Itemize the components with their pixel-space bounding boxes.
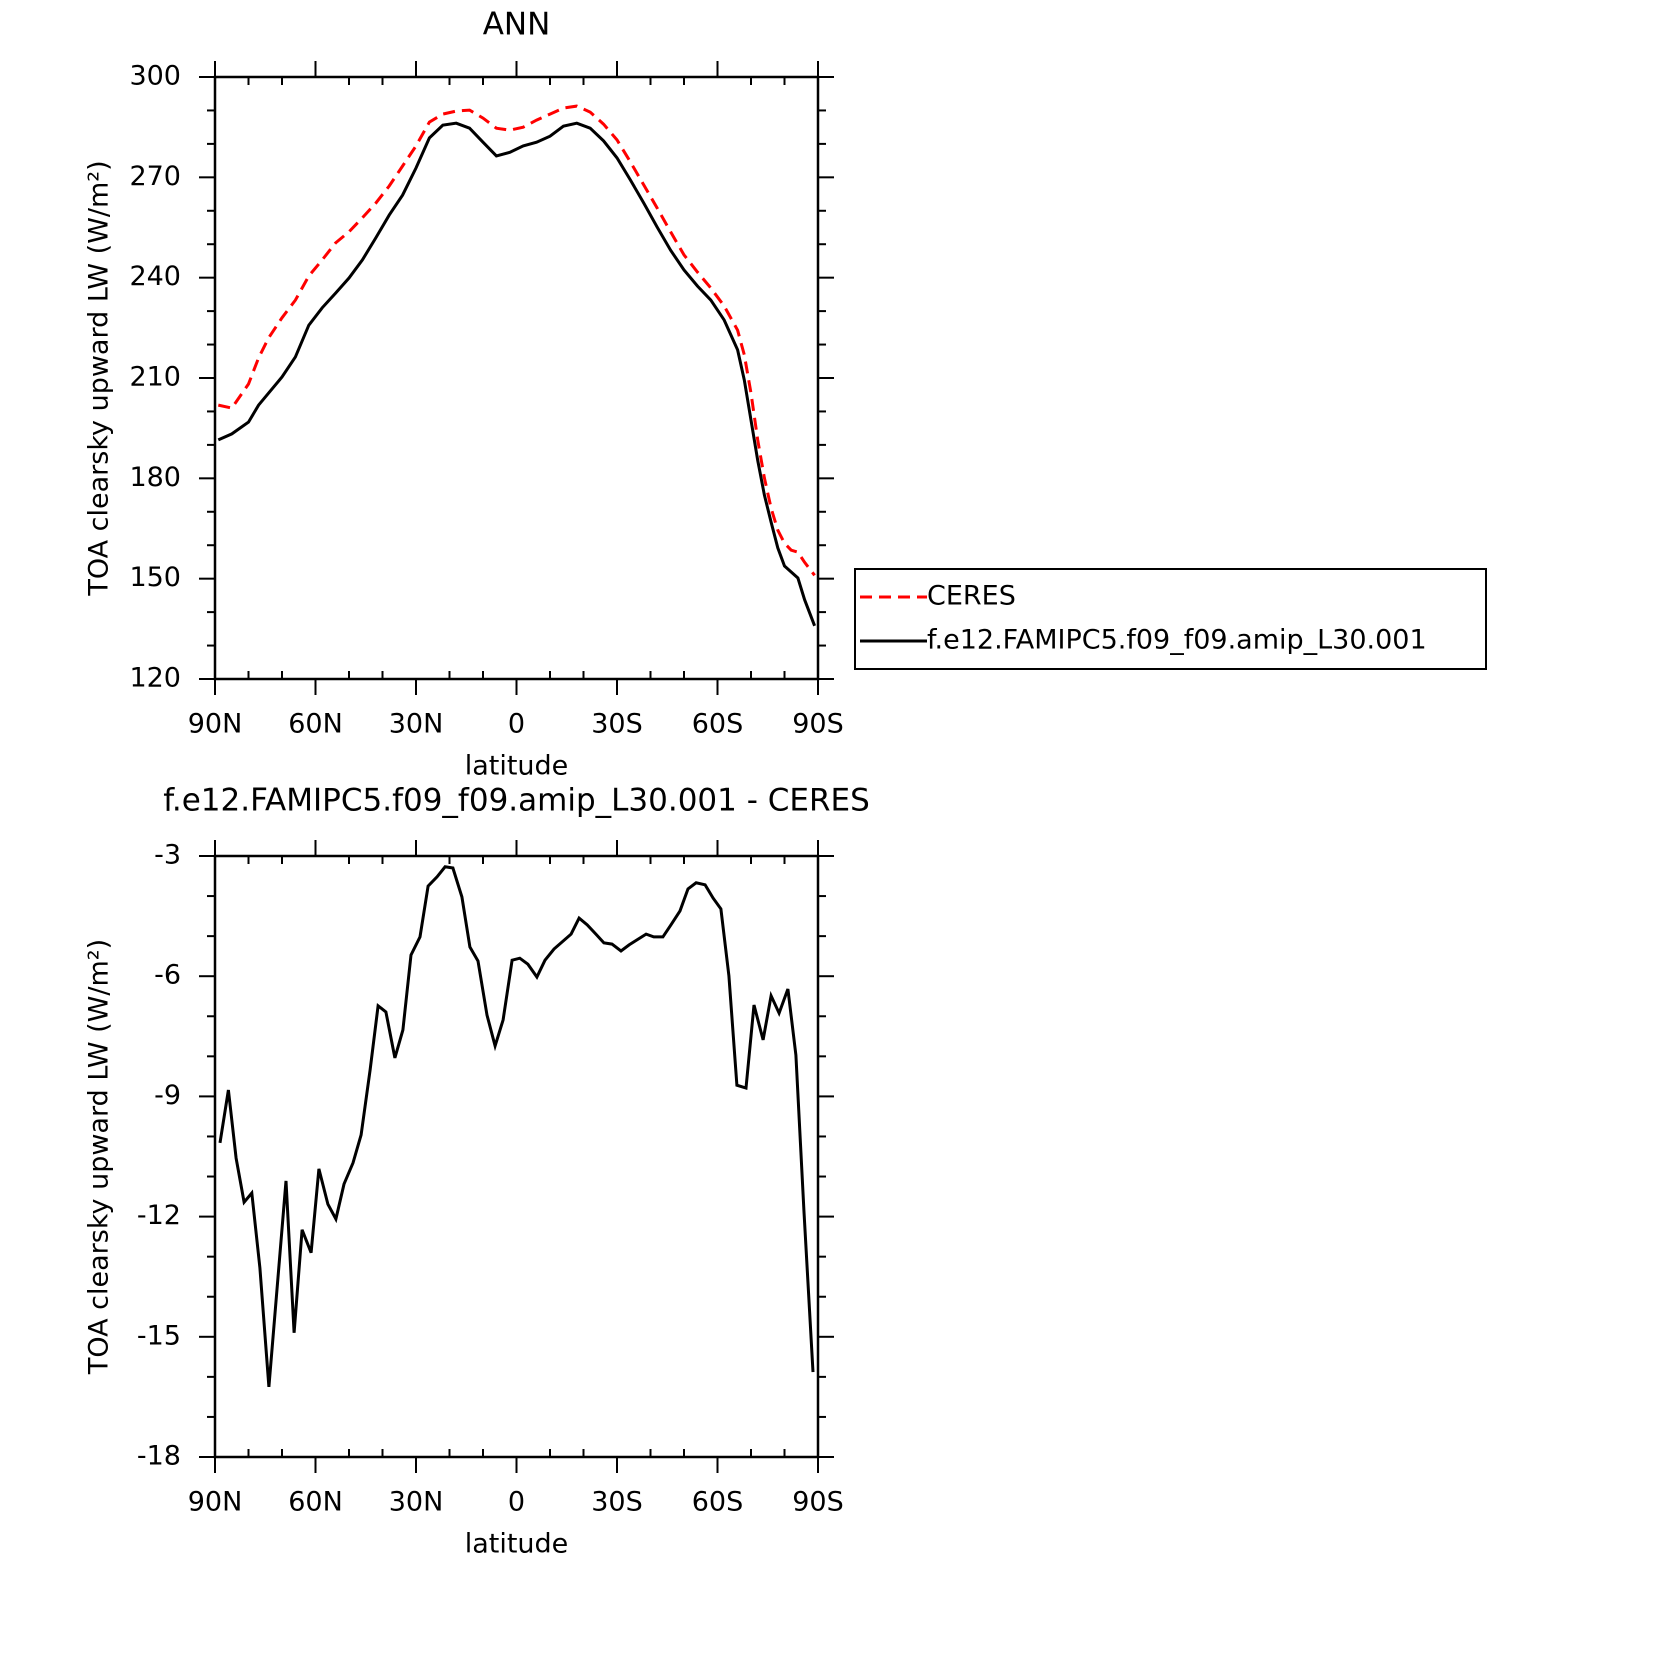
- x-tick-label: 90N: [188, 709, 243, 740]
- x-tick-label: 30N: [389, 1487, 444, 1518]
- x-tick-label: 30S: [591, 709, 643, 740]
- x-tick-label: 60N: [288, 709, 343, 740]
- x-tick-label: 0: [508, 1487, 525, 1518]
- x-tick-label: 60S: [692, 1487, 744, 1518]
- y-axis-label: TOA clearsky upward LW (W/m²): [84, 939, 115, 1375]
- y-tick-label: -12: [137, 1200, 181, 1231]
- y-tick-label: -6: [154, 960, 181, 991]
- y-tick-label: -9: [154, 1080, 181, 1111]
- legend-label: CERES: [927, 581, 1016, 612]
- y-tick-label: 150: [129, 562, 181, 593]
- plot-frame: [213, 75, 820, 681]
- plot-frame: [213, 854, 820, 1459]
- y-axis-label: TOA clearsky upward LW (W/m²): [84, 160, 115, 596]
- x-tick-label: 90S: [792, 1487, 844, 1518]
- x-tick-label: 90N: [188, 1487, 243, 1518]
- x-tick-label: 60S: [692, 709, 744, 740]
- y-tick-label: 300: [129, 61, 181, 92]
- y-tick-label: -18: [137, 1441, 181, 1472]
- y-tick-label: 120: [129, 663, 181, 694]
- chart-title: ANN: [483, 7, 551, 43]
- chart-title: f.e12.FAMIPC5.f09_f09.amip_L30.001 - CER…: [163, 783, 870, 819]
- legend-label: f.e12.FAMIPC5.f09_f09.amip_L30.001: [927, 625, 1427, 656]
- x-tick-label: 0: [508, 709, 525, 740]
- y-tick-label: 180: [129, 462, 181, 493]
- x-tick-label: 30S: [591, 1487, 643, 1518]
- series-line: [217, 104, 816, 577]
- series-line: [218, 865, 815, 1388]
- y-tick-label: -15: [137, 1320, 181, 1351]
- x-axis-label: latitude: [465, 751, 569, 782]
- series-line: [217, 121, 817, 627]
- x-axis-label: latitude: [465, 1529, 569, 1560]
- y-tick-label: -3: [154, 840, 181, 871]
- y-tick-label: 210: [129, 362, 181, 393]
- x-tick-label: 90S: [792, 709, 844, 740]
- x-tick-label: 60N: [288, 1487, 343, 1518]
- legend-box: [854, 568, 1487, 670]
- x-tick-label: 30N: [389, 709, 444, 740]
- y-tick-label: 240: [129, 261, 181, 292]
- y-tick-label: 270: [129, 161, 181, 192]
